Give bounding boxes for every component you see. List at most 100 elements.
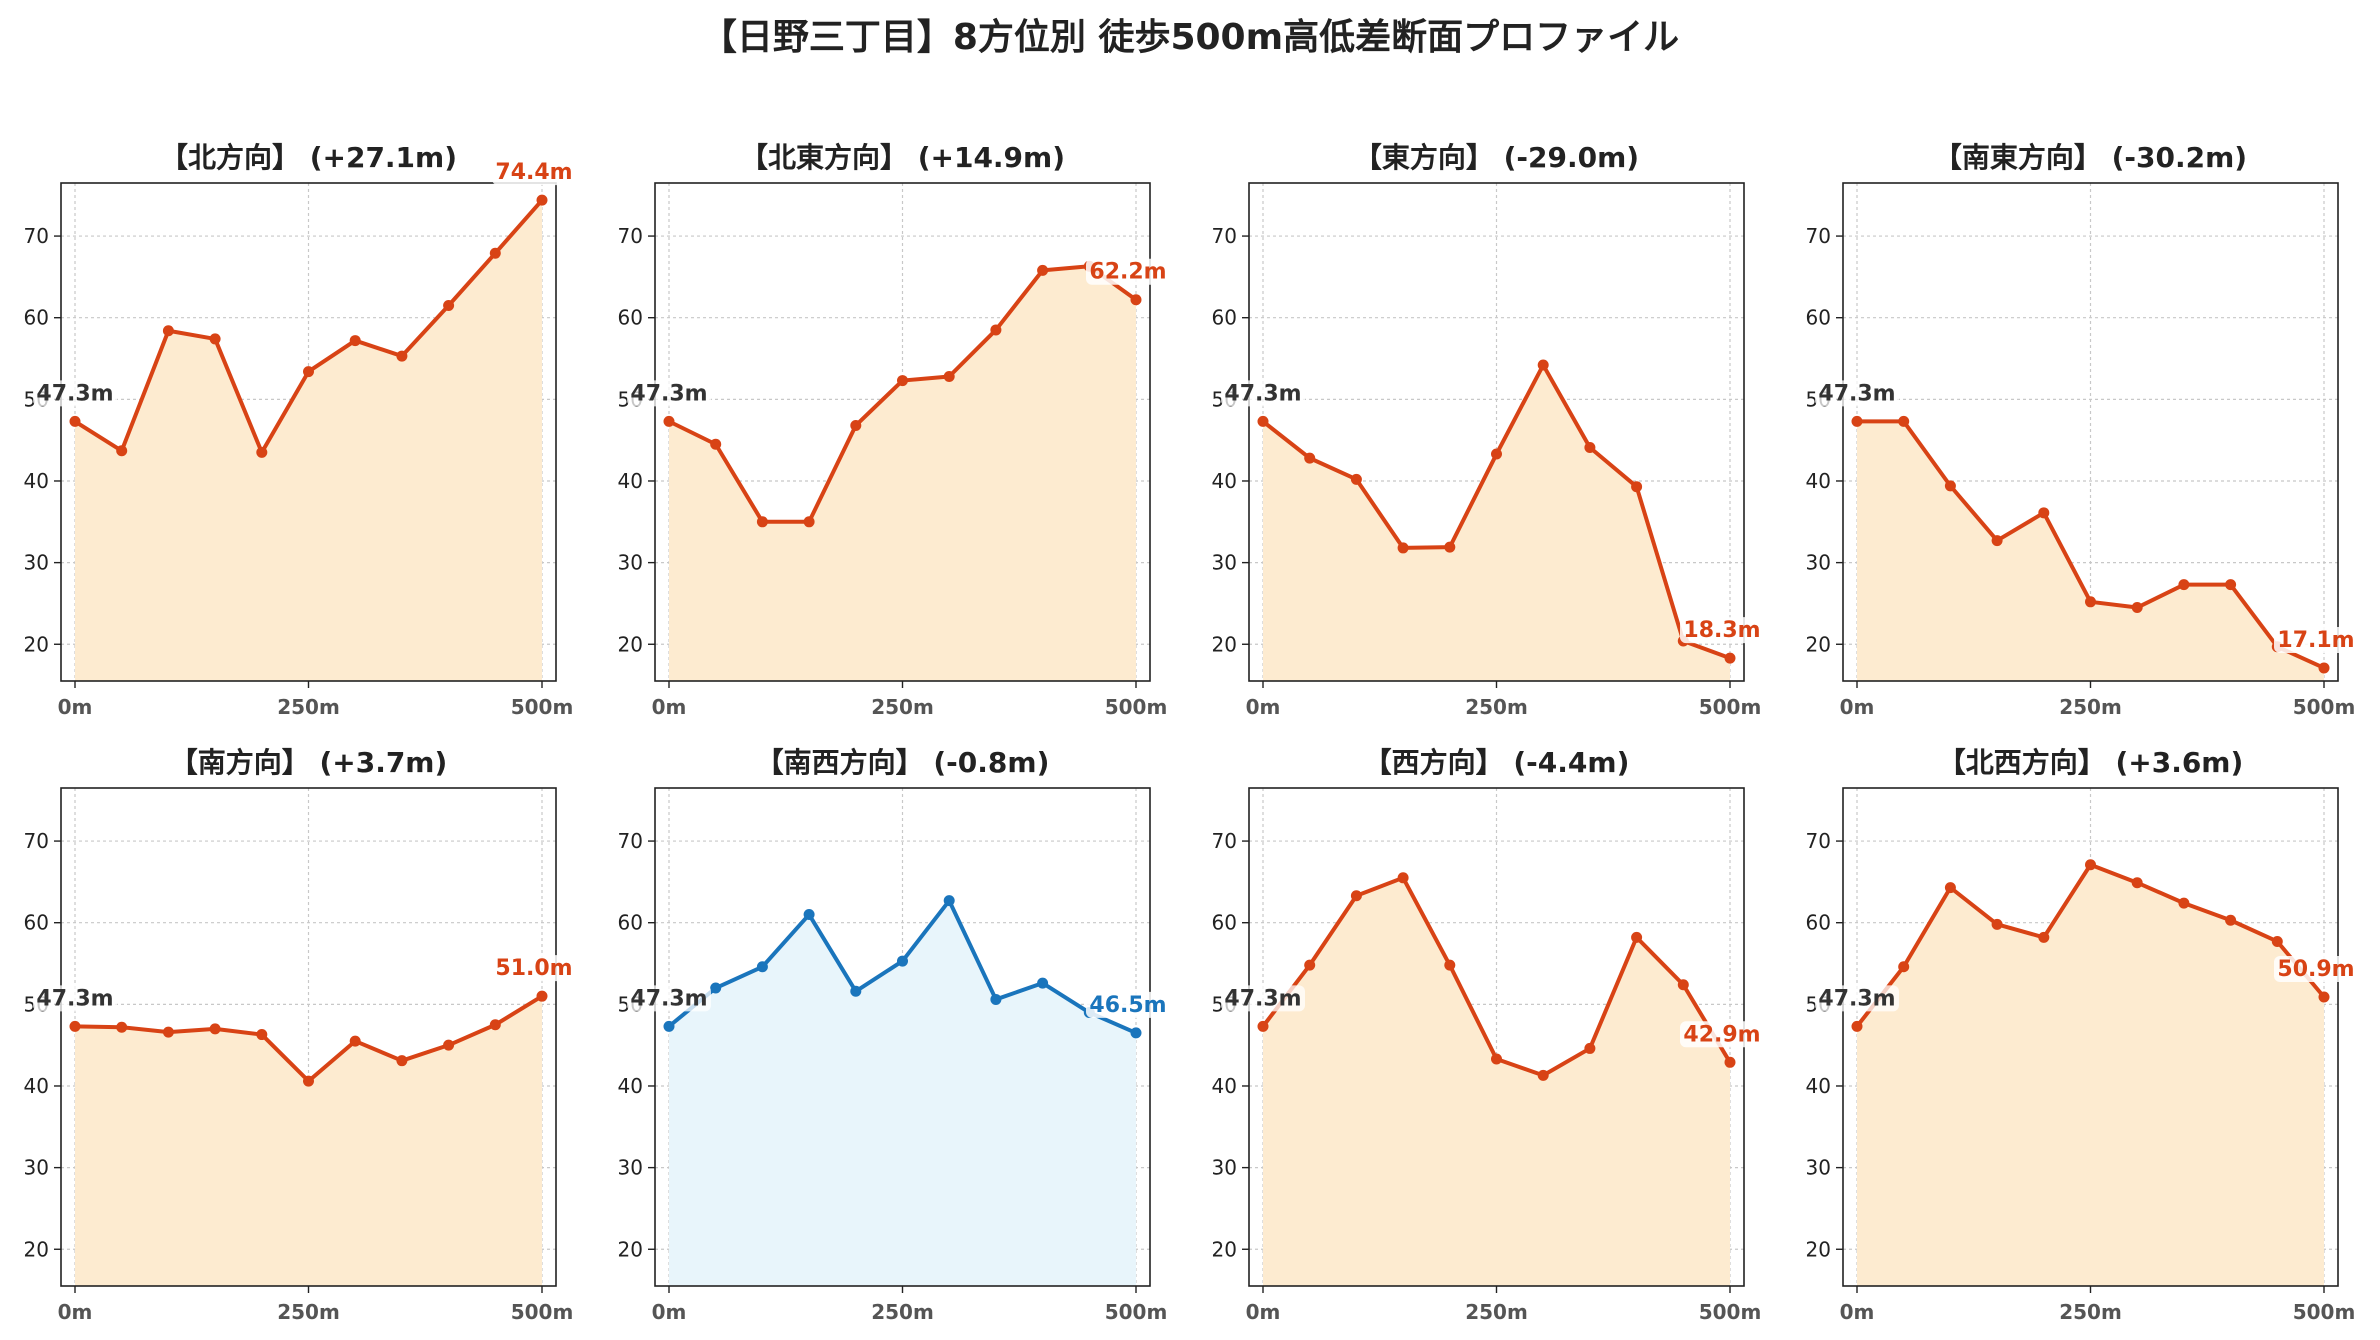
data-point (2225, 914, 2237, 926)
area-fill (75, 996, 542, 1286)
xtick-label: 250m (871, 1300, 934, 1324)
xtick-label: 250m (2059, 695, 2122, 719)
ytick-label: 70 (1806, 224, 1831, 248)
ytick-label: 40 (24, 1074, 49, 1098)
data-point (1991, 918, 2003, 930)
data-point (2318, 991, 2330, 1003)
subplot-7: 2030405060700m250m500m【西方向】 (-4.4m)47.3m… (1212, 746, 1764, 1324)
data-point (256, 1029, 268, 1041)
data-point (489, 1019, 501, 1031)
end-elevation-label: 51.0m (495, 956, 572, 981)
start-label-box (33, 380, 117, 407)
data-point (303, 1075, 314, 1087)
subplot-title: 【北東方向】 (+14.9m) (740, 141, 1065, 174)
end-label-box (1086, 258, 1170, 285)
data-point (1631, 481, 1643, 493)
ytick-label: 20 (24, 632, 49, 656)
data-point (69, 415, 81, 427)
data-point (1944, 480, 1956, 492)
ytick-label: 60 (618, 306, 643, 330)
data-point (69, 1020, 81, 1032)
data-point (1037, 264, 1049, 276)
end-elevation-label: 50.9m (2277, 957, 2354, 982)
data-point (1677, 979, 1689, 991)
data-point (1304, 959, 1316, 971)
end-label-box (492, 955, 576, 982)
xtick-label: 500m (1699, 695, 1762, 719)
data-point (2178, 579, 2190, 591)
subplot-8: 2030405060700m250m500m【北西方向】 (+3.6m)47.3… (1806, 746, 2358, 1324)
ytick-label: 30 (1806, 551, 1831, 575)
data-point (1350, 890, 1362, 902)
data-point (536, 990, 548, 1002)
data-point (990, 324, 1002, 336)
data-point (2225, 579, 2237, 591)
data-point (710, 982, 722, 994)
xtick-label: 0m (1246, 695, 1281, 719)
data-point (1257, 415, 1269, 427)
start-label-box (627, 380, 711, 407)
data-point (396, 1055, 408, 1067)
area-fill (1857, 421, 2324, 681)
data-point (803, 516, 815, 528)
area-fill (669, 266, 1136, 681)
data-point (2085, 859, 2096, 871)
xtick-label: 250m (277, 1300, 340, 1324)
ytick-label: 20 (1806, 1237, 1831, 1261)
end-elevation-label: 74.4m (495, 160, 572, 185)
end-label-box (1086, 991, 1170, 1018)
data-point (396, 350, 408, 362)
data-point (1491, 448, 1502, 460)
xtick-label: 250m (1465, 1300, 1528, 1324)
data-point (1257, 1020, 1269, 1032)
ytick-label: 60 (24, 306, 49, 330)
ytick-label: 20 (1806, 632, 1831, 656)
data-point (1444, 959, 1456, 971)
data-point (116, 445, 128, 457)
data-point (1724, 1056, 1736, 1068)
xtick-label: 0m (1840, 695, 1875, 719)
xtick-label: 0m (652, 695, 687, 719)
ytick-label: 40 (1212, 1074, 1237, 1098)
data-point (710, 438, 722, 450)
data-point (850, 985, 862, 997)
area-fill (1263, 877, 1730, 1286)
data-point (2178, 897, 2190, 909)
ytick-label: 60 (1806, 911, 1831, 935)
data-point (897, 955, 908, 967)
ytick-label: 30 (1212, 551, 1237, 575)
data-point (2085, 596, 2096, 608)
ytick-label: 30 (24, 1156, 49, 1180)
subplot-1: 2030405060700m250m500m【北方向】 (+27.1m)47.3… (24, 141, 576, 719)
xtick-label: 0m (58, 1300, 93, 1324)
data-point (1537, 359, 1549, 371)
data-point (1851, 415, 1863, 427)
data-point (303, 366, 314, 378)
xtick-label: 0m (1246, 1300, 1281, 1324)
start-elevation-label: 47.3m (1818, 986, 1895, 1011)
ytick-label: 40 (618, 469, 643, 493)
figure-title: 【日野三丁目】8方位別 徒歩500m高低差断面プロファイル (700, 17, 1680, 58)
subplot-2: 2030405060700m250m500m【北東方向】 (+14.9m)47.… (618, 141, 1170, 719)
start-label-box (1815, 985, 1899, 1012)
subplot-title: 【東方向】 (-29.0m) (1354, 141, 1639, 174)
area-fill (669, 900, 1136, 1286)
data-point (162, 1026, 174, 1038)
data-point (116, 1021, 128, 1033)
data-point (990, 993, 1002, 1005)
xtick-label: 0m (1840, 1300, 1875, 1324)
data-point (803, 909, 815, 921)
data-point (1397, 542, 1409, 554)
subplot-title: 【西方向】 (-4.4m) (1364, 746, 1630, 779)
start-elevation-label: 47.3m (1818, 381, 1895, 406)
start-elevation-label: 47.3m (1224, 986, 1301, 1011)
data-point (1898, 415, 1910, 427)
end-label-box (2274, 626, 2358, 653)
ytick-label: 30 (24, 551, 49, 575)
xtick-label: 500m (2293, 1300, 2356, 1324)
data-point (2318, 662, 2330, 674)
start-label-box (33, 985, 117, 1012)
data-point (1631, 931, 1643, 943)
